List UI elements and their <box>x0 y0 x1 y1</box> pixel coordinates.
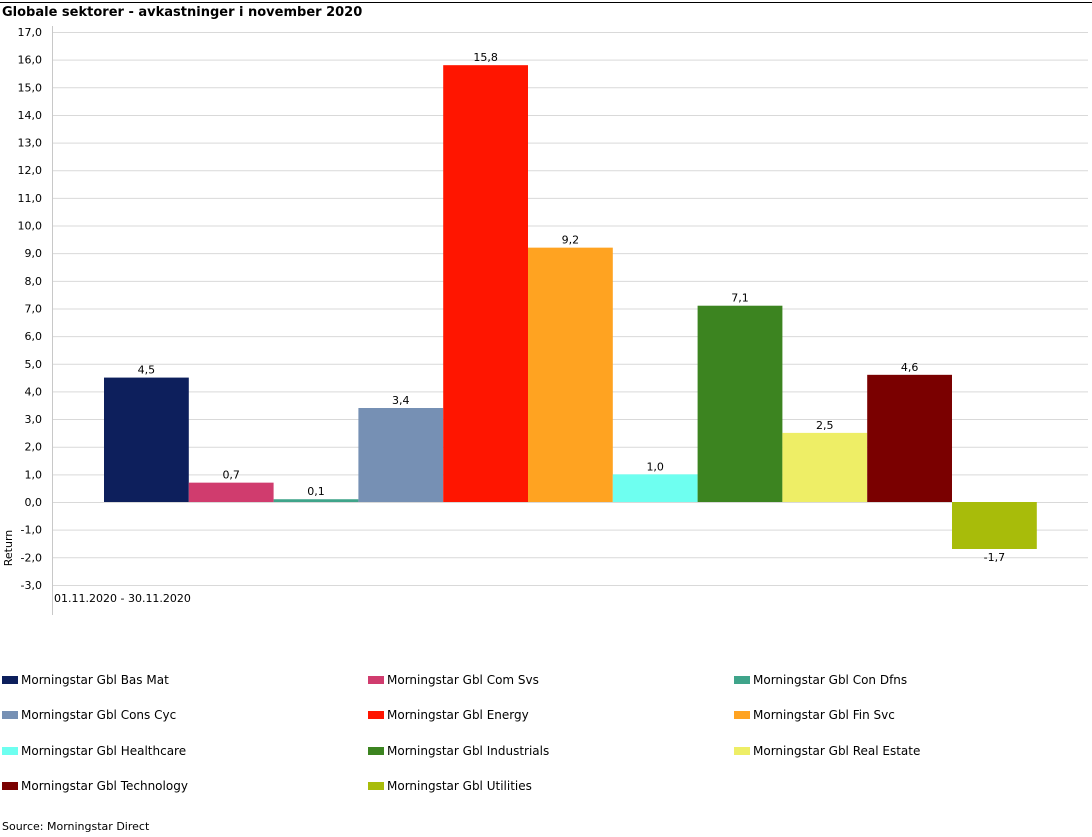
y-tick-label: 6,0 <box>25 330 43 343</box>
y-tick-label: 5,0 <box>25 358 43 371</box>
data-label: 1,0 <box>646 460 664 473</box>
y-tick-label: -3,0 <box>21 579 42 592</box>
legend-item: Morningstar Gbl Bas Mat <box>2 673 169 687</box>
top-border <box>0 2 1092 3</box>
y-tick-label: 10,0 <box>18 220 43 233</box>
bar-morningstar-gbl-cons-cyc <box>358 408 444 502</box>
legend-swatch <box>368 747 384 755</box>
legend-label: Morningstar Gbl Con Dfns <box>753 673 908 687</box>
legend-swatch <box>2 676 18 684</box>
legend-item: Morningstar Gbl Com Svs <box>368 673 539 687</box>
data-label: 3,4 <box>392 394 410 407</box>
y-tick-label: 9,0 <box>25 247 43 260</box>
data-label: 2,5 <box>816 419 834 432</box>
legend-item: Morningstar Gbl Energy <box>368 708 529 722</box>
legend-label: Morningstar Gbl Com Svs <box>387 673 539 687</box>
data-label: 0,1 <box>307 485 325 498</box>
y-tick-label: 2,0 <box>25 441 43 454</box>
legend-item: Morningstar Gbl Healthcare <box>2 744 186 758</box>
legend-label: Morningstar Gbl Fin Svc <box>753 708 895 722</box>
y-tick-label: 8,0 <box>25 275 43 288</box>
legend-item: Morningstar Gbl Con Dfns <box>734 673 907 687</box>
legend-swatch <box>734 711 750 719</box>
y-tick-label: 13,0 <box>18 137 43 150</box>
legend-label: Morningstar Gbl Industrials <box>387 744 550 758</box>
legend-swatch <box>2 711 18 719</box>
legend-label: Morningstar Gbl Cons Cyc <box>21 708 177 722</box>
legend-item: Morningstar Gbl Fin Svc <box>734 708 895 722</box>
legend-swatch <box>368 782 384 790</box>
data-label: 0,7 <box>222 469 240 482</box>
data-label: 4,6 <box>901 361 919 374</box>
y-tick-label: 16,0 <box>18 54 43 67</box>
legend-item: Morningstar Gbl Technology <box>2 779 188 793</box>
y-tick-label: 15,0 <box>18 81 43 94</box>
legend-label: Morningstar Gbl Bas Mat <box>21 673 169 687</box>
legend-swatch <box>734 747 750 755</box>
data-label: 4,5 <box>138 364 156 377</box>
legend-swatch <box>734 676 750 684</box>
y-tick-label: 17,0 <box>18 26 43 39</box>
legend-swatch <box>2 747 18 755</box>
legend-swatch <box>368 676 384 684</box>
legend-label: Morningstar Gbl Energy <box>387 708 529 722</box>
bar-morningstar-gbl-healthcare <box>612 474 698 502</box>
legend-item: Morningstar Gbl Utilities <box>368 779 532 793</box>
y-axis-label: Return <box>2 530 15 567</box>
bar-chart: 17,0 16,0 15,0 14,0 13,0 12,0 11,0 10,0 9,0 8,0 7,… <box>2 26 1088 615</box>
legend-swatch <box>368 711 384 719</box>
legend-label: Morningstar Gbl Utilities <box>387 779 532 793</box>
x-axis-label: 01.11.2020 - 30.11.2020 <box>54 592 191 605</box>
data-label: 15,8 <box>473 51 498 64</box>
data-label: -1,7 <box>984 551 1005 564</box>
bar-morningstar-gbl-industrials <box>697 305 783 502</box>
y-tick-label: 7,0 <box>25 302 43 315</box>
legend-label: Morningstar Gbl Technology <box>21 779 188 793</box>
y-tick-label: -2,0 <box>21 551 42 564</box>
y-tick-label: 14,0 <box>18 109 43 122</box>
bar-morningstar-gbl-technology <box>867 374 952 502</box>
chart-title: Globale sektorer - avkastninger i novemb… <box>2 5 363 20</box>
legend-item: Morningstar Gbl Cons Cyc <box>2 708 176 722</box>
y-tick-label: 11,0 <box>18 192 43 205</box>
y-tick-label: 1,0 <box>25 468 43 481</box>
legend-label: Morningstar Gbl Healthcare <box>21 744 187 758</box>
source-note: Source: Morningstar Direct <box>2 820 150 833</box>
bar-morningstar-gbl-com-svs <box>188 482 274 502</box>
y-tick-label: 12,0 <box>18 164 43 177</box>
y-tick-label: 3,0 <box>25 413 43 426</box>
bar-morningstar-gbl-utilities <box>952 502 1037 549</box>
legend-label: Morningstar Gbl Real Estate <box>753 744 921 758</box>
bar-morningstar-gbl-con-dfns <box>273 499 359 502</box>
y-tick-label: 4,0 <box>25 385 43 398</box>
legend-item: Morningstar Gbl Industrials <box>368 744 549 758</box>
bar-morningstar-gbl-energy <box>443 65 528 503</box>
data-label: 7,1 <box>731 292 749 305</box>
y-tick-label: -1,0 <box>21 524 42 537</box>
y-tick-label: 0,0 <box>25 496 43 509</box>
bar-morningstar-gbl-real-estate <box>782 432 868 502</box>
legend-swatch <box>2 782 18 790</box>
bar-morningstar-gbl-bas-mat <box>104 377 189 502</box>
legend-item: Morningstar Gbl Real Estate <box>734 744 920 758</box>
bar-morningstar-gbl-fin-svc <box>528 247 613 502</box>
data-label: 9,2 <box>562 234 580 247</box>
